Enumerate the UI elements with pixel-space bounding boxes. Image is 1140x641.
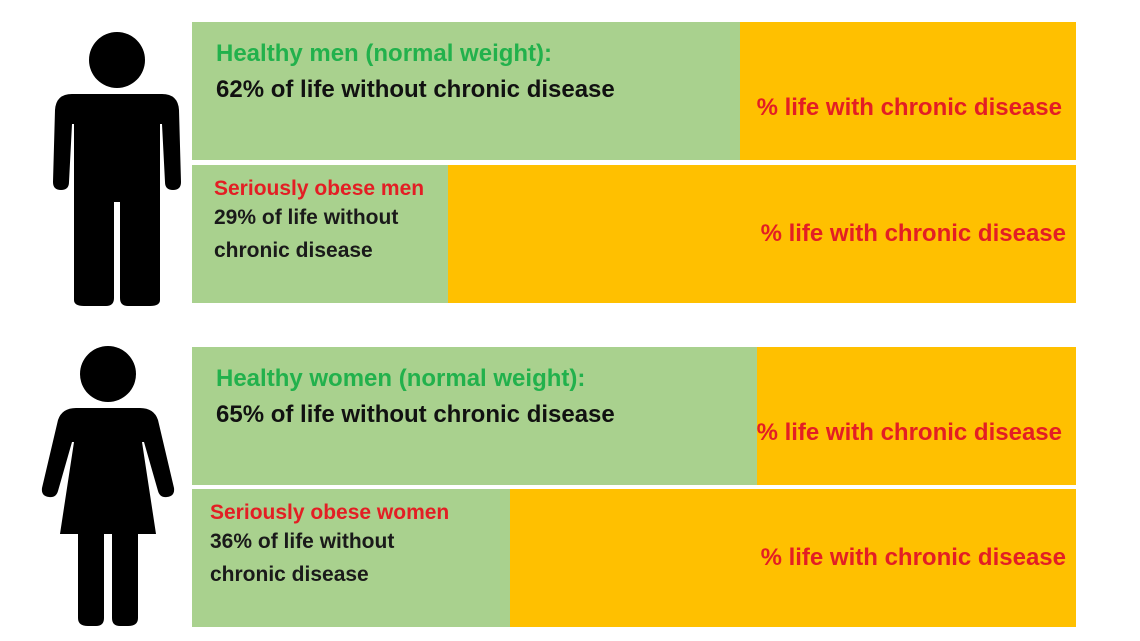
segment-with-chronic-disease: % life with chronic disease: [510, 489, 1076, 627]
bar-obese-women: Seriously obese women 36% of life withou…: [192, 489, 1076, 627]
bar-right-label: % life with chronic disease: [756, 419, 1062, 446]
bar-right-label: % life with chronic disease: [760, 544, 1066, 571]
bar-value-text-2: chronic disease: [214, 239, 373, 262]
segment-without-chronic-disease: Healthy men (normal weight): 62% of life…: [192, 22, 740, 160]
bar-title: Healthy men (normal weight):: [216, 40, 553, 67]
bar-obese-men: Seriously obese men 29% of life without …: [192, 165, 1076, 303]
bar-value-text: 62% of life without chronic disease: [216, 76, 615, 103]
bar-value-text: 65% of life without chronic disease: [216, 401, 615, 428]
bar-value-text: 29% of life without: [214, 206, 399, 229]
segment-with-chronic-disease: % life with chronic disease: [740, 22, 1076, 160]
bar-value-text: 36% of life without: [210, 530, 395, 553]
bar-healthy-men: Healthy men (normal weight): 62% of life…: [192, 22, 1076, 160]
segment-with-chronic-disease: % life with chronic disease: [448, 165, 1076, 303]
bar-value-text-2: chronic disease: [210, 563, 369, 586]
bar-right-label: % life with chronic disease: [760, 220, 1066, 247]
bar-title: Healthy women (normal weight):: [216, 365, 586, 392]
segment-without-chronic-disease: Healthy women (normal weight): 65% of li…: [192, 347, 757, 485]
bar-healthy-women: Healthy women (normal weight): 65% of li…: [192, 347, 1076, 485]
segment-without-chronic-disease: Seriously obese men 29% of life without …: [192, 165, 448, 303]
segment-with-chronic-disease: % life with chronic disease: [756, 347, 1076, 485]
segment-without-chronic-disease: Seriously obese women 36% of life withou…: [192, 489, 510, 627]
bar-right-label: % life with chronic disease: [756, 94, 1062, 121]
bar-title: Seriously obese men: [214, 177, 425, 200]
bar-title: Seriously obese women: [210, 501, 450, 524]
man-silhouette-icon: [53, 32, 181, 306]
woman-silhouette-icon: [41, 346, 175, 626]
